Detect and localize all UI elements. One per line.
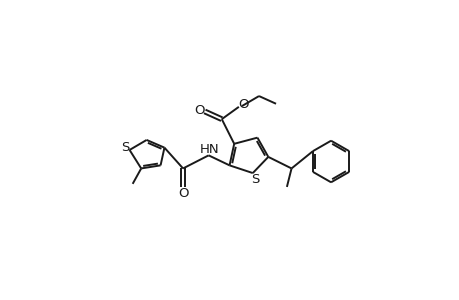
Text: S: S bbox=[121, 141, 129, 154]
Text: HN: HN bbox=[199, 143, 219, 156]
Text: O: O bbox=[178, 187, 188, 200]
Text: O: O bbox=[238, 98, 248, 111]
Text: S: S bbox=[251, 173, 259, 187]
Text: O: O bbox=[194, 104, 204, 117]
